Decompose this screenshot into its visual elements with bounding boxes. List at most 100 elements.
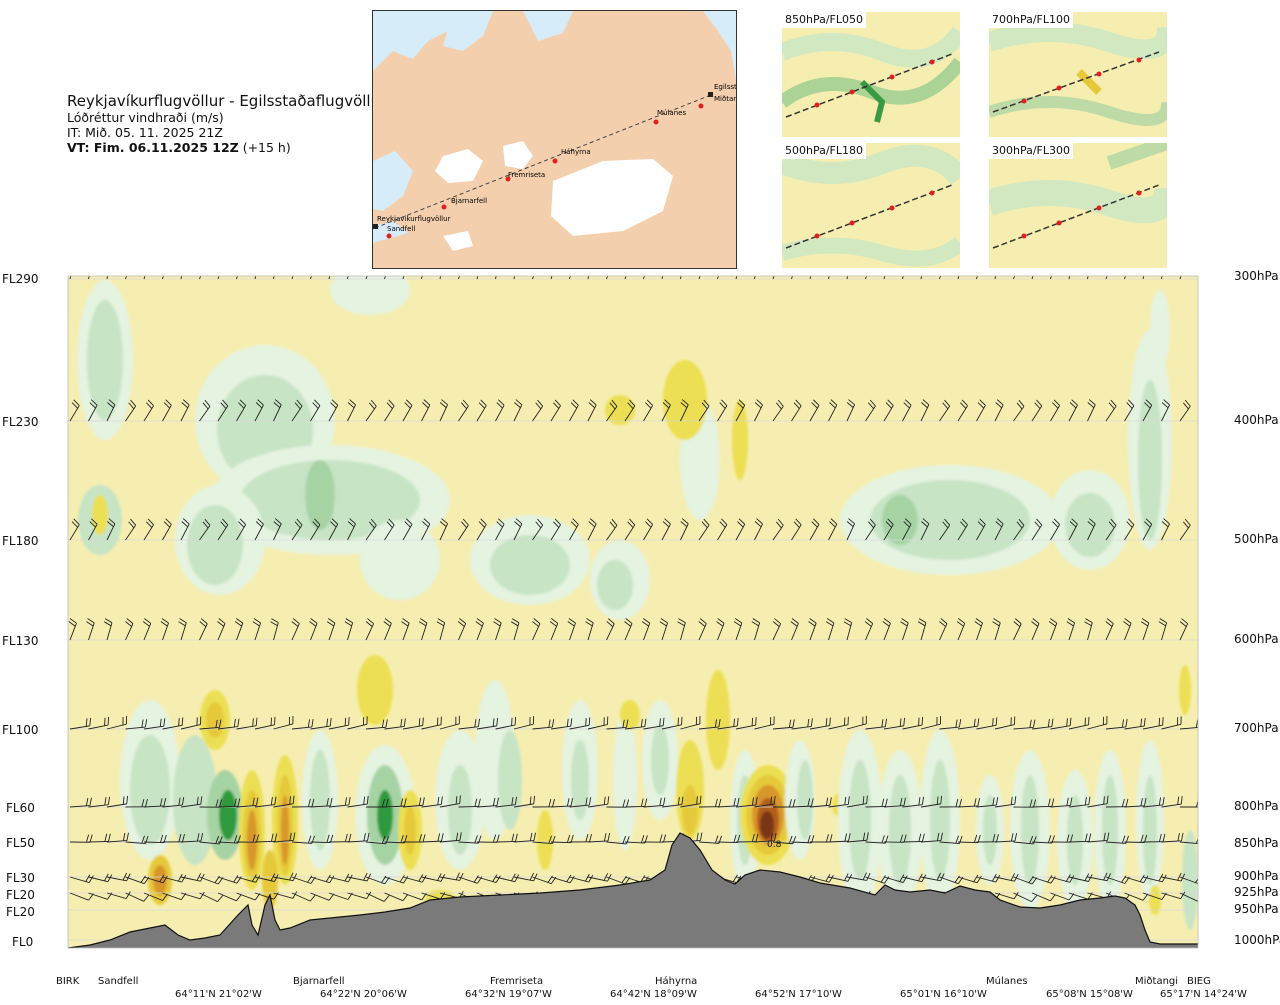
wind-barb [1140, 618, 1150, 641]
thumbnail-700hpa[interactable]: 700hPa/FL100 [989, 12, 1167, 137]
wind-cell-down_1 [310, 750, 330, 850]
wind-barb [180, 399, 190, 422]
wind-barb [1013, 799, 1037, 808]
wind-barb [587, 833, 611, 843]
wind-cell-down_1 [187, 505, 243, 585]
wind-barb [1161, 399, 1170, 422]
wind-barb [716, 618, 725, 641]
wind-cell-up_2 [262, 850, 278, 910]
wind-barb [142, 618, 152, 641]
wind-barb [809, 797, 832, 808]
bay-sw [373, 221, 408, 243]
wind-cell-up_1 [663, 360, 707, 440]
wind-barbs [68, 276, 1198, 903]
glacier-vatnajokull [551, 159, 673, 236]
wind-barb [180, 716, 202, 730]
wind-barb [199, 835, 223, 845]
wind-barb [365, 719, 388, 730]
wind-barb [365, 892, 390, 902]
wind-barb [569, 873, 594, 883]
wind-barb [606, 719, 629, 730]
wind-barb [328, 873, 353, 883]
wind-barb [976, 717, 998, 730]
wind-cell-up_5 [760, 811, 774, 839]
wind-barb [180, 518, 190, 541]
bay-west [373, 151, 413, 211]
wind-barb [1179, 518, 1191, 541]
wind-barb [1087, 832, 1110, 843]
coord-3: 64°32'N 19°07'W [465, 989, 552, 1000]
map-point-bjarnarfell [441, 204, 447, 210]
wind-cell-up_1 [620, 700, 640, 730]
coord-7: 65°08'N 15°08'W [1046, 989, 1133, 1000]
wind-barb [125, 518, 137, 541]
wind-cell-up_3 [247, 810, 257, 870]
wind-barb [754, 716, 775, 730]
wind-barb [659, 618, 668, 641]
waypoint-bieg: BIEG [1187, 976, 1211, 987]
thumbnail-300hpa[interactable]: 300hPa/FL300 [989, 143, 1167, 268]
wind-cell-down_1 [889, 775, 911, 885]
wind-barb [1142, 873, 1167, 883]
map-label-fremriseta: Fremriseta [508, 171, 545, 179]
wind-barb [88, 399, 98, 422]
wind-barb [957, 518, 968, 541]
wind-barb [643, 797, 666, 808]
wind-barb [1031, 798, 1055, 808]
wind-cell-down_2 [305, 460, 335, 530]
wind-barb [532, 798, 555, 808]
wind-cell-up_1 [706, 670, 730, 770]
wind-barb [88, 717, 110, 730]
wind-barb [217, 718, 240, 730]
left-axis-fl230: FL230 [2, 415, 39, 429]
wind-barb [606, 799, 630, 808]
wind-barb [828, 399, 838, 422]
wind-barb [939, 518, 951, 541]
wind-barb [421, 518, 431, 541]
wind-barb [772, 399, 784, 422]
wind-barb [309, 618, 318, 641]
wind-barb [291, 618, 300, 641]
wind-barb [418, 618, 428, 641]
wind-barb [957, 874, 982, 884]
glacier-hofsjokull [503, 141, 533, 169]
wind-barb [1105, 618, 1114, 641]
wind-barb [476, 717, 499, 730]
coord-1: 64°11'N 21°02'W [175, 989, 262, 1000]
wind-barb [69, 399, 80, 422]
thumbnail-300hpa-map [989, 143, 1167, 268]
thumbnail-850hpa-map [782, 12, 960, 137]
wind-barb [310, 892, 335, 901]
wind-barb [291, 798, 315, 808]
wind-barb [809, 874, 834, 883]
wind-cell-down_1 [173, 735, 217, 865]
wind-barb [661, 399, 671, 422]
wind-barb [1068, 796, 1091, 808]
wind-barb [791, 399, 802, 422]
wind-barb [587, 518, 597, 541]
wind-barb [772, 719, 795, 730]
wind-barb [236, 874, 261, 883]
thumbnail-500hpa[interactable]: 500hPa/FL180 [782, 143, 960, 268]
wind-barb [254, 796, 277, 808]
wind-barb [403, 834, 426, 843]
wind-barb [217, 518, 229, 541]
wind-barb [976, 797, 999, 808]
waypoint-fremriseta: Fremriseta [490, 976, 544, 987]
wind-barb [236, 717, 258, 730]
map-point-sandfell [386, 233, 392, 239]
wind-barb [900, 618, 909, 641]
wind-barb [273, 518, 282, 541]
wind-barb [772, 518, 784, 541]
wind-barb [458, 399, 469, 422]
wind-barb [310, 718, 332, 730]
map-label-mulanes: Múlanes [657, 109, 686, 117]
wind-barb [1161, 518, 1170, 541]
wind-barb [808, 618, 817, 641]
wind-barb [1031, 892, 1056, 902]
left-axis-fl20b: FL20 [6, 905, 35, 919]
plot-area: 0.8 [68, 276, 1198, 948]
wind-barb [328, 796, 351, 808]
thumbnail-850hpa[interactable]: 850hPa/FL050 [782, 12, 960, 137]
wind-barb [68, 618, 77, 641]
